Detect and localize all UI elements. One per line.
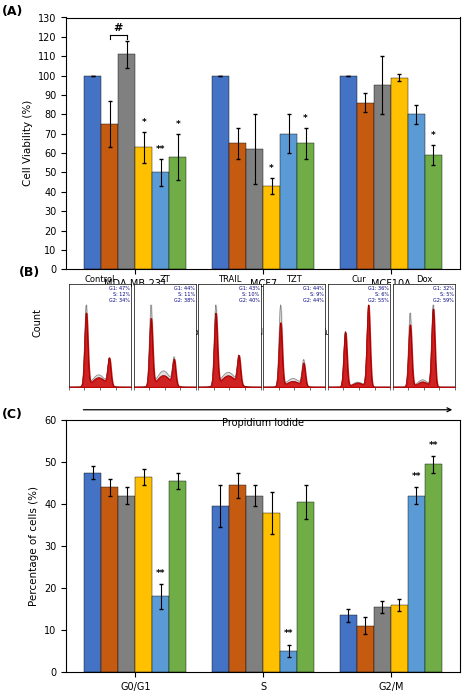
- Title: Control: Control: [85, 275, 115, 284]
- Text: G1: 47%
S: 12%
G2: 34%: G1: 47% S: 12% G2: 34%: [109, 286, 130, 303]
- Bar: [101, 487, 118, 672]
- Bar: [212, 506, 229, 672]
- Bar: [169, 157, 186, 270]
- Text: *: *: [175, 120, 180, 129]
- Bar: [340, 76, 357, 270]
- Bar: [357, 626, 374, 672]
- Text: *: *: [141, 118, 146, 127]
- Text: #: #: [114, 23, 123, 34]
- Text: G1: 32%
S: 5%
G2: 59%: G1: 32% S: 5% G2: 59%: [433, 286, 454, 303]
- Bar: [246, 149, 263, 270]
- Bar: [297, 502, 314, 672]
- Bar: [136, 477, 152, 672]
- Legend: Control, ZT, TRAIL, TZT, Cur, Dox: Control, ZT, TRAIL, TZT, Cur, Dox: [159, 328, 367, 337]
- Text: *: *: [431, 132, 436, 141]
- Text: Count: Count: [33, 307, 43, 337]
- Bar: [408, 496, 425, 672]
- Text: **: **: [284, 629, 293, 638]
- Bar: [280, 651, 297, 672]
- Bar: [374, 85, 391, 270]
- Text: G1: 44%
S: 11%
G2: 38%: G1: 44% S: 11% G2: 38%: [174, 286, 195, 303]
- Bar: [263, 186, 280, 270]
- Title: ZT: ZT: [159, 275, 170, 284]
- Text: (A): (A): [1, 5, 23, 18]
- Text: G1: 43%
S: 10%
G2: 40%: G1: 43% S: 10% G2: 40%: [238, 286, 259, 303]
- Title: TZT: TZT: [286, 275, 302, 284]
- Bar: [297, 144, 314, 270]
- Bar: [229, 485, 246, 672]
- Bar: [357, 103, 374, 270]
- Bar: [425, 464, 442, 672]
- Bar: [118, 55, 136, 270]
- Bar: [136, 147, 152, 270]
- Title: TRAIL: TRAIL: [218, 275, 241, 284]
- Title: Cur: Cur: [352, 275, 366, 284]
- Bar: [84, 76, 101, 270]
- Text: **: **: [156, 145, 165, 154]
- Bar: [229, 144, 246, 270]
- Bar: [391, 605, 408, 672]
- Text: (C): (C): [1, 408, 22, 421]
- Text: Propidium Iodide: Propidium Iodide: [222, 418, 304, 428]
- Bar: [84, 473, 101, 672]
- Bar: [246, 496, 263, 672]
- Y-axis label: Cell Viability (%): Cell Viability (%): [23, 100, 33, 186]
- Bar: [374, 607, 391, 672]
- Text: (B): (B): [19, 266, 40, 279]
- Text: *: *: [303, 114, 308, 123]
- Bar: [101, 124, 118, 270]
- Text: **: **: [156, 568, 165, 578]
- Bar: [263, 512, 280, 672]
- Bar: [408, 114, 425, 270]
- Bar: [152, 172, 169, 270]
- Bar: [152, 596, 169, 672]
- Bar: [391, 78, 408, 270]
- Bar: [425, 155, 442, 270]
- Text: G1: 44%
S: 9%
G2: 44%: G1: 44% S: 9% G2: 44%: [303, 286, 324, 303]
- Text: **: **: [428, 440, 438, 449]
- Bar: [169, 481, 186, 672]
- Y-axis label: Percentage of cells (%): Percentage of cells (%): [29, 486, 39, 606]
- Bar: [212, 76, 229, 270]
- Text: G1: 36%
S: 6%
G2: 55%: G1: 36% S: 6% G2: 55%: [368, 286, 389, 303]
- Text: **: **: [411, 472, 421, 481]
- Title: Dox: Dox: [416, 275, 432, 284]
- Text: *: *: [269, 164, 274, 174]
- Bar: [118, 496, 136, 672]
- Bar: [340, 615, 357, 672]
- Bar: [280, 134, 297, 270]
